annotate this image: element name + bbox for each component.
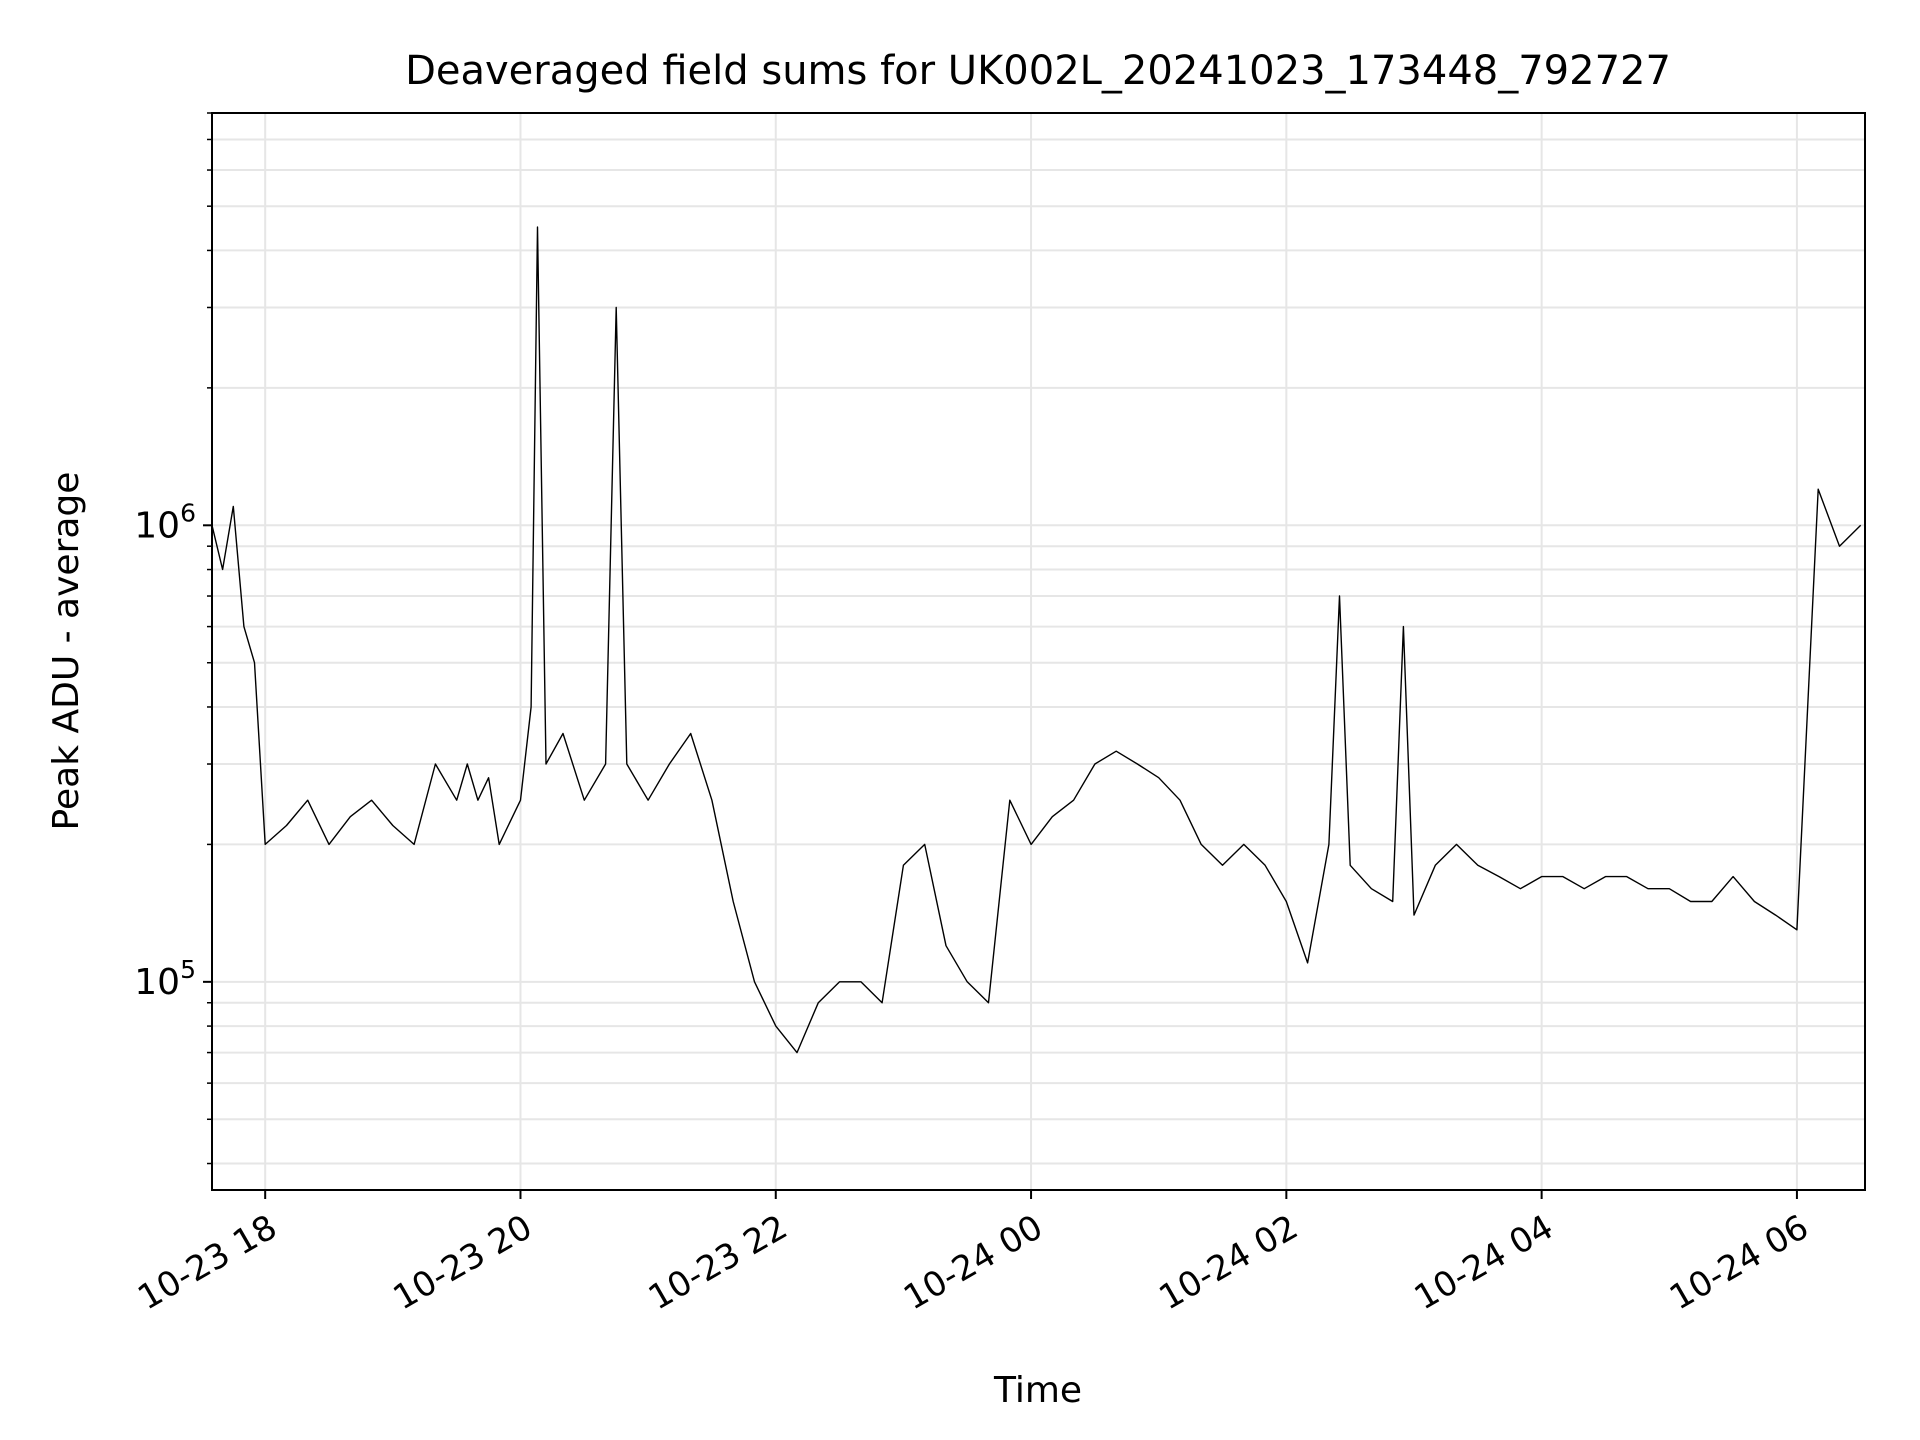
plot-area [212, 113, 1865, 1190]
y-tick-label-exponent: 5 [180, 955, 196, 984]
x-axis-label: Time [993, 1370, 1082, 1411]
series-layer [211, 226, 1862, 1054]
chart-title: Deaveraged field sums for UK002L_2024102… [405, 48, 1671, 94]
y-tick-label: 106 [134, 498, 196, 546]
y-axis-label: Peak ADU - average [46, 472, 87, 831]
y-tick-label-exponent: 6 [180, 498, 196, 527]
axes-frame [211, 112, 1866, 1191]
grid [212, 112, 1865, 1190]
data-series-line [211, 226, 1862, 1054]
